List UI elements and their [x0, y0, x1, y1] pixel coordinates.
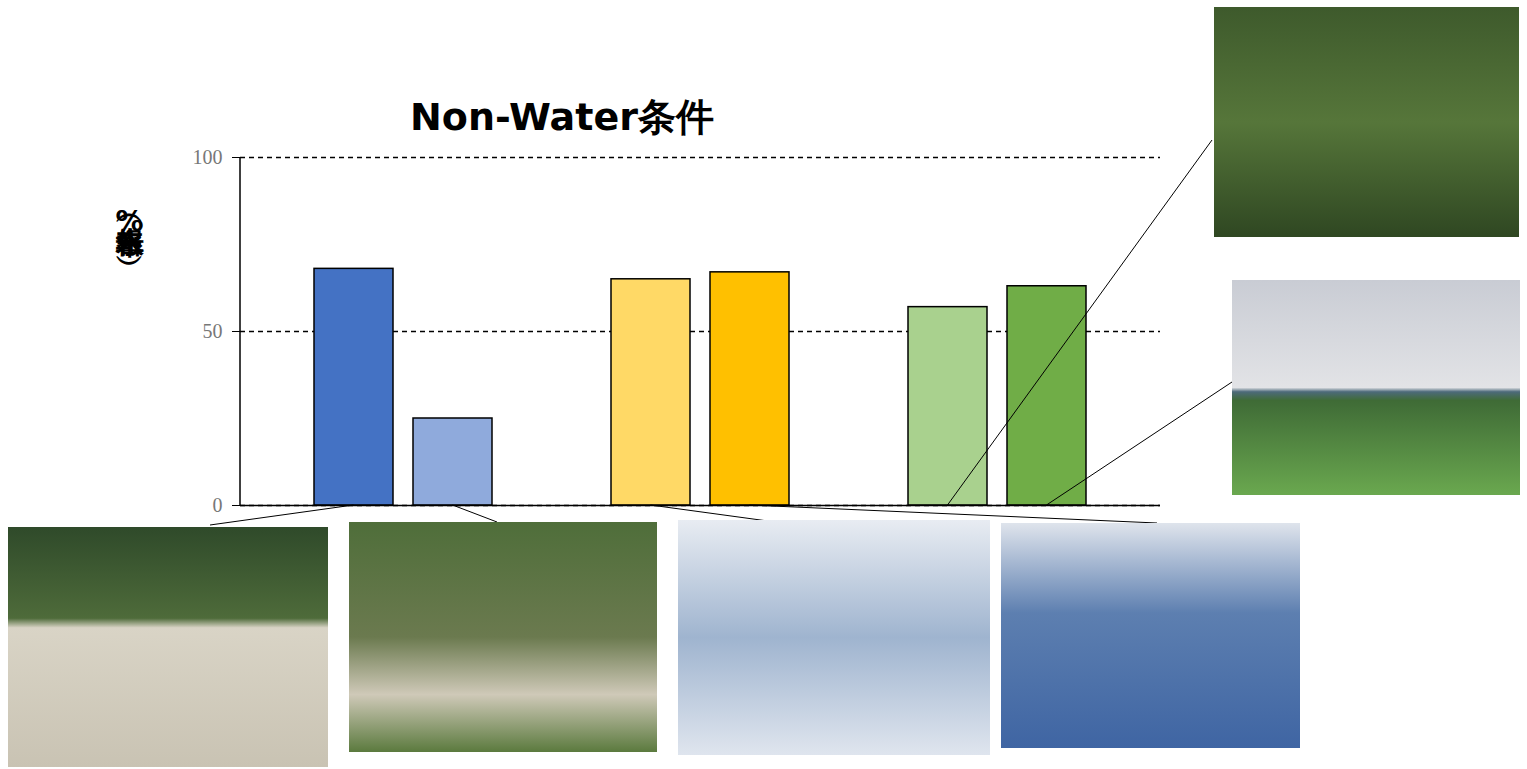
svg-text:100: 100	[193, 146, 223, 168]
html-text:水報告率（%）: 水報告率（%）	[113, 205, 146, 238]
svg-text:0: 0	[213, 494, 223, 516]
html-text:Non-Water条件: Non-Water条件	[410, 95, 714, 139]
svg-text:50: 50	[203, 320, 223, 342]
